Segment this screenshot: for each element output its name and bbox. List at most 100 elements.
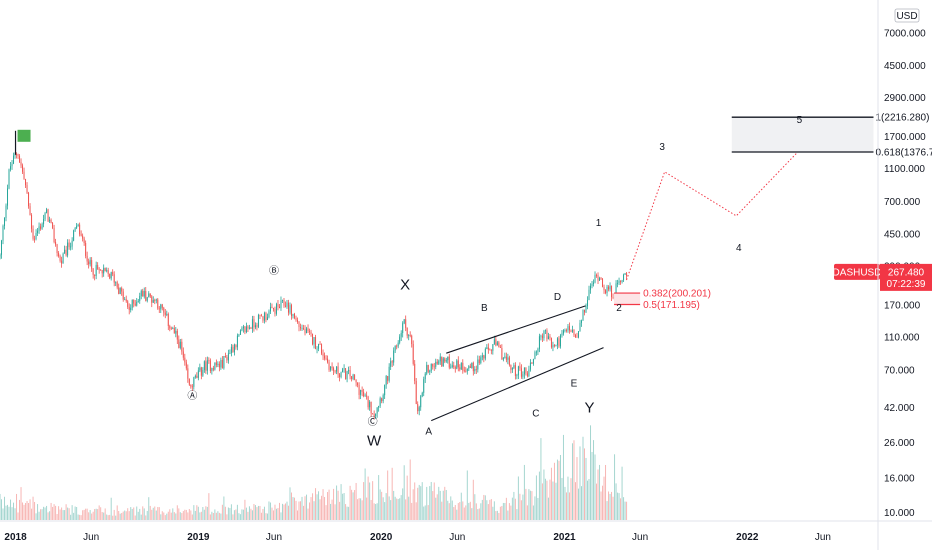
- channel-upper-line[interactable]: [446, 305, 586, 354]
- volume-bar: [327, 492, 329, 520]
- candle-body: [484, 348, 486, 359]
- candle-body: [179, 341, 181, 348]
- volume-bar: [247, 511, 249, 520]
- candle-body: [61, 260, 63, 264]
- candle-body: [409, 334, 411, 336]
- volume-bar: [355, 482, 357, 520]
- candle-body: [343, 368, 345, 370]
- volume-bar: [238, 513, 240, 520]
- volume-bar: [161, 511, 163, 520]
- candle-body: [181, 341, 183, 352]
- x-tick-label: Jun: [266, 532, 282, 543]
- volume-bar: [281, 503, 283, 520]
- volume-bar: [328, 489, 330, 520]
- volume-bar: [582, 436, 584, 520]
- candle-body: [32, 228, 34, 239]
- candle-body: [436, 361, 438, 364]
- candle-body: [399, 336, 401, 343]
- candle-body: [211, 368, 213, 371]
- x-tick-label: Jun: [632, 532, 648, 543]
- candle-body: [415, 381, 417, 405]
- y-tick-label: 1700.000: [884, 132, 926, 143]
- candle-body: [263, 312, 265, 321]
- volume-bar: [257, 505, 259, 520]
- projection-path[interactable]: [626, 147, 803, 280]
- volume-bar: [517, 476, 519, 520]
- volume-bar: [556, 459, 558, 520]
- candle-body: [301, 328, 303, 329]
- candle-body: [271, 306, 273, 309]
- volume-bar: [315, 488, 317, 520]
- candle-body: [528, 369, 530, 377]
- candle-body: [495, 339, 497, 346]
- candle-body: [472, 362, 474, 372]
- volume-bar: [370, 499, 372, 520]
- volume-bar: [390, 500, 392, 520]
- candle-body: [19, 155, 21, 163]
- candle-body: [28, 192, 30, 207]
- candle-body: [292, 313, 294, 317]
- channel-lower-line[interactable]: [431, 347, 604, 422]
- candle-body: [59, 256, 61, 261]
- candle-body: [600, 278, 602, 279]
- volume-bar: [77, 514, 79, 520]
- y-tick-label: 26.000: [884, 438, 915, 449]
- volume-bar: [484, 495, 486, 520]
- candle-body: [451, 365, 453, 367]
- volume-bar: [614, 454, 616, 520]
- candle-body: [215, 362, 217, 365]
- currency-badge[interactable]: [894, 8, 920, 23]
- candle-body: [559, 335, 561, 347]
- volume-bar: [220, 513, 222, 520]
- candle-body: [565, 330, 567, 331]
- volume-bar: [200, 511, 202, 520]
- volume-bar: [148, 497, 150, 520]
- candle-body: [453, 365, 455, 368]
- y-tick-label: 42.000: [884, 403, 915, 414]
- candle-body: [14, 154, 16, 156]
- candle-body: [412, 344, 414, 364]
- volume-bar: [588, 478, 590, 520]
- candle-body: [342, 369, 344, 373]
- candle-body: [303, 328, 305, 329]
- volume-bar: [459, 502, 461, 520]
- candle-body: [378, 405, 380, 408]
- volume-bar: [378, 475, 380, 520]
- candle-body: [525, 367, 527, 374]
- volume-bar: [369, 482, 371, 520]
- candle-body: [212, 368, 214, 370]
- volume-bar: [319, 499, 321, 520]
- volume-bar: [163, 512, 165, 520]
- candle-body: [615, 283, 617, 298]
- volume-bar: [552, 481, 554, 520]
- candle-body: [391, 361, 393, 363]
- volume-bar: [351, 489, 353, 520]
- volume-bar: [34, 501, 36, 520]
- candle-body: [274, 309, 276, 314]
- candle-body: [493, 339, 495, 345]
- volume-bar: [124, 510, 126, 520]
- candle-body: [163, 307, 165, 313]
- symbol-tag[interactable]: [834, 263, 880, 280]
- volume-bar: [360, 498, 362, 520]
- candle-body: [306, 328, 308, 334]
- candle-body: [609, 285, 611, 290]
- volume-bar: [388, 496, 390, 520]
- candle-body: [217, 363, 219, 365]
- drawings[interactable]: 1(2216.280) 0.618(1376.743) 0.382(200.201)…: [14, 113, 932, 422]
- volume-bar: [373, 503, 375, 520]
- volume-bar: [448, 503, 450, 520]
- volume-bar: [136, 506, 138, 520]
- candle-body: [568, 326, 570, 331]
- wave-label: E: [571, 378, 578, 389]
- volume-bar: [580, 486, 582, 520]
- y-tick-label: 700.000: [884, 197, 921, 208]
- volume-bar: [286, 501, 288, 520]
- last-price-tag: [880, 263, 932, 291]
- volume-bar: [32, 496, 34, 520]
- volume-bar: [587, 480, 589, 520]
- volume-bar: [88, 512, 90, 520]
- candle-body: [275, 304, 277, 314]
- candle-body: [145, 291, 147, 301]
